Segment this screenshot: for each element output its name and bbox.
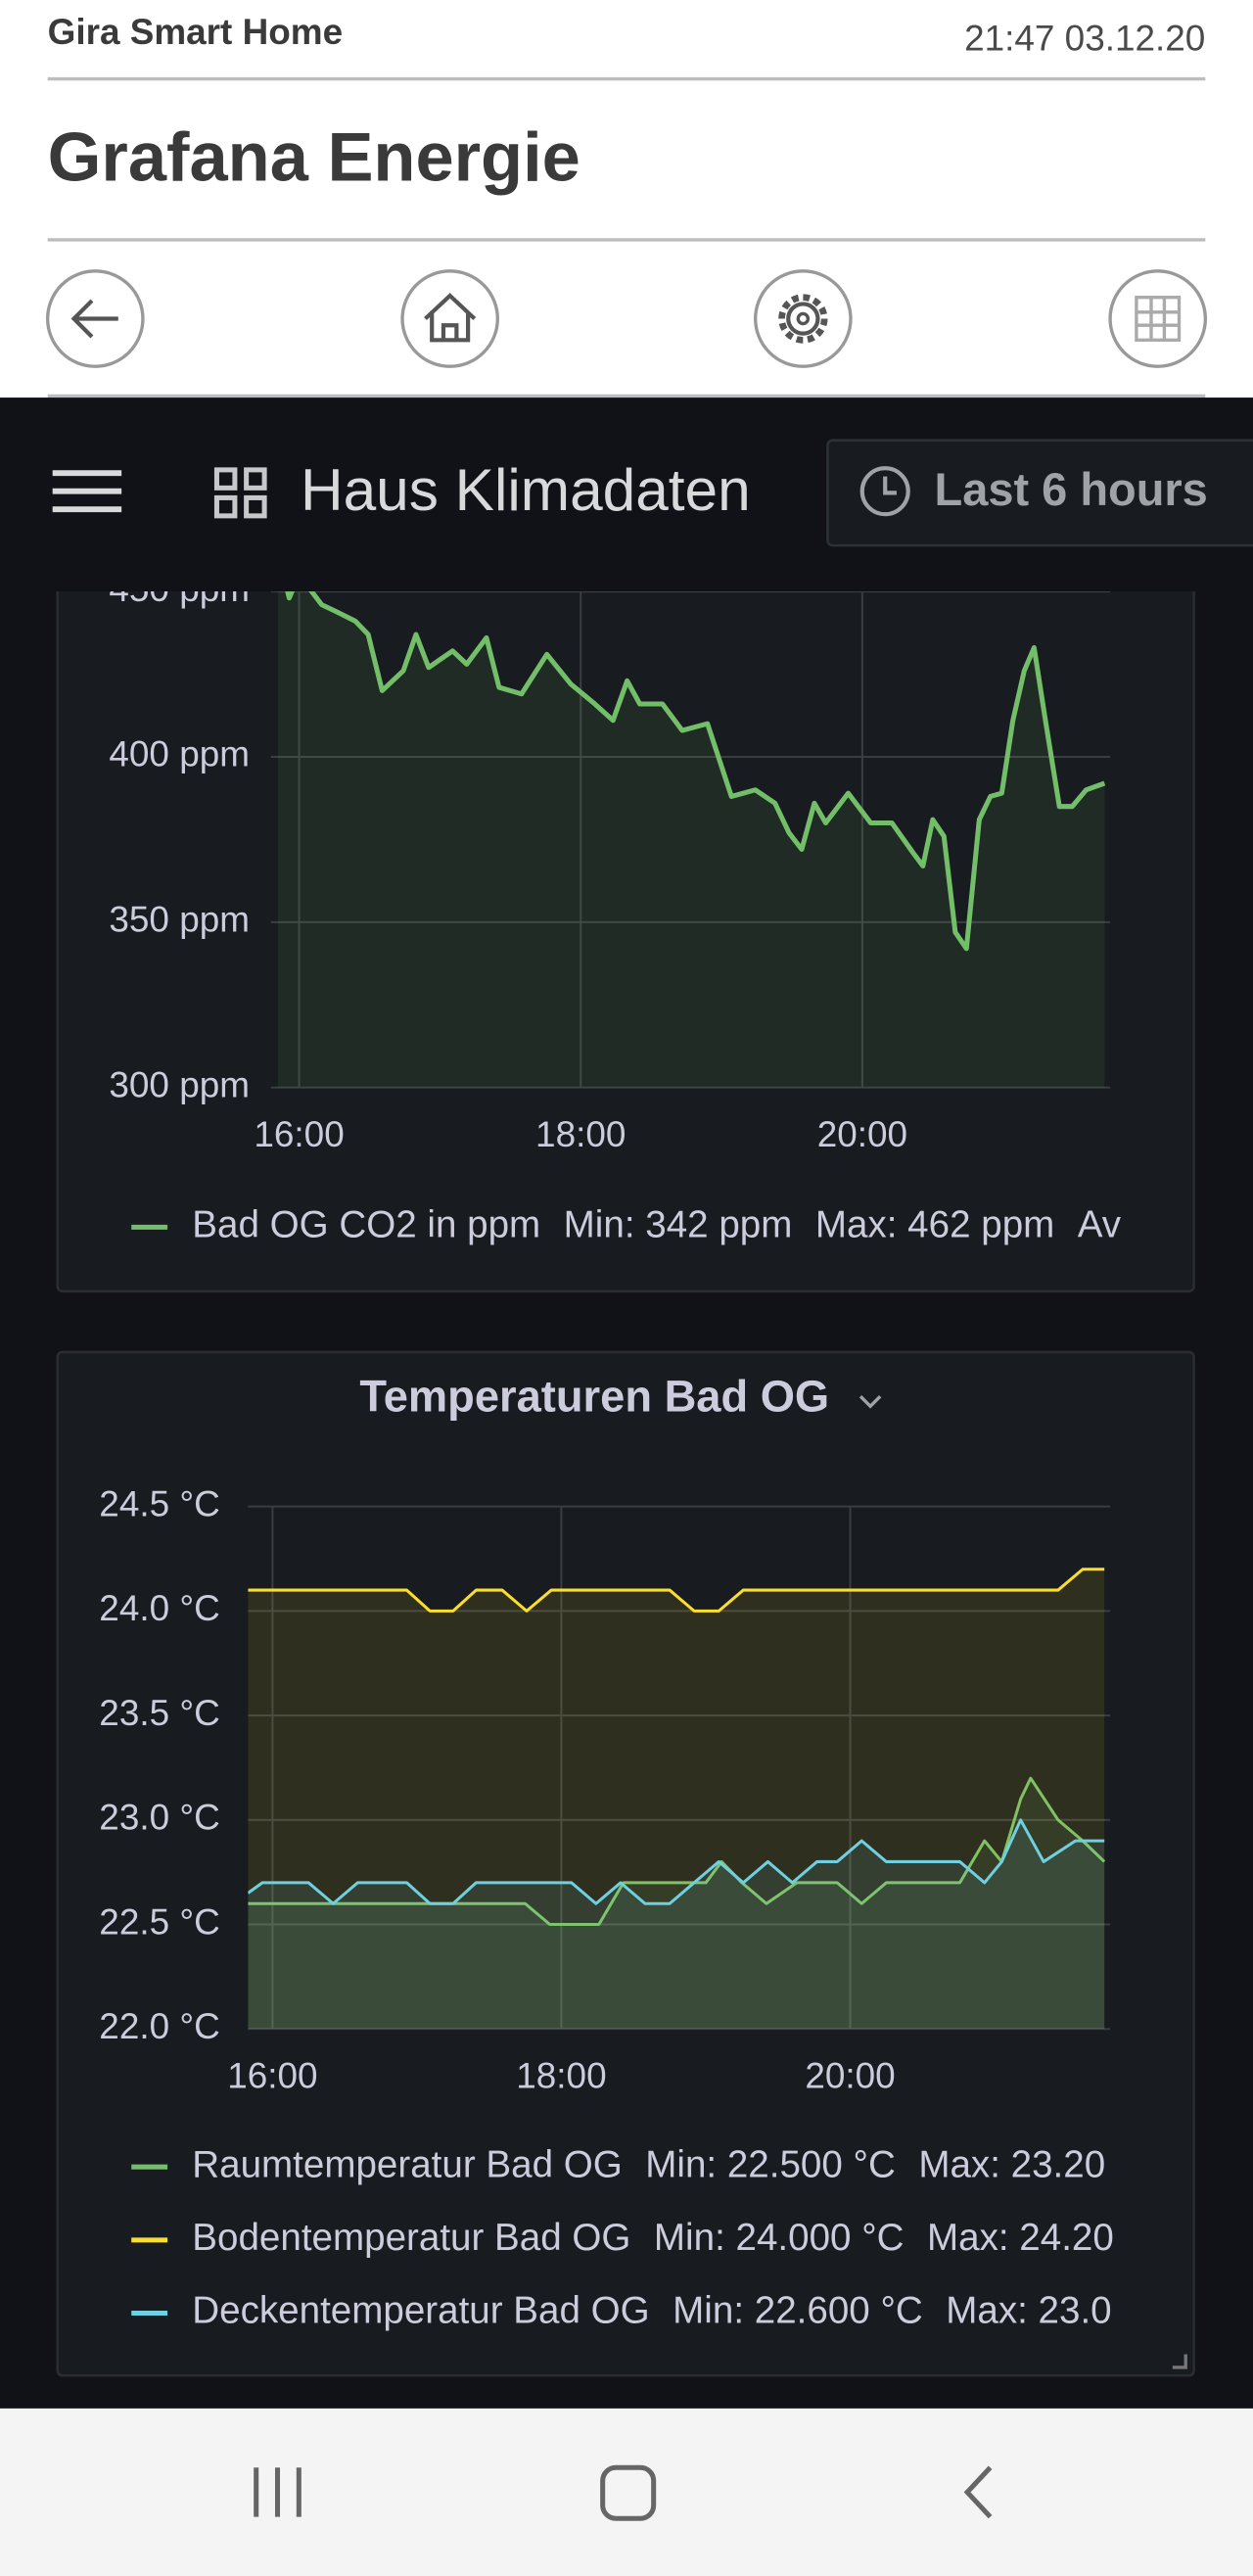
series-line <box>248 1776 1106 1927</box>
plot-area <box>248 1568 1106 2030</box>
legend-stat: Min: 22.600 °C <box>673 2290 923 2332</box>
dashboard-icon <box>213 467 267 519</box>
legend-name: Bodentemperatur Bad OG <box>192 2217 630 2259</box>
datetime: 21:47 03.12.20 <box>964 19 1205 59</box>
legend-name: Deckentemperatur Bad OG <box>192 2290 649 2332</box>
x-tick-label: 16:00 <box>227 2055 317 2095</box>
y-tick-label: 350 ppm <box>109 900 250 940</box>
x-tick-label: 20:00 <box>817 1114 907 1154</box>
y-tick-label: 23.0 °C <box>99 1798 219 1838</box>
legend: Bad OG CO2 in ppm Min: 342 ppm Max: 462 pp… <box>131 1204 1122 1246</box>
legend-stat: Min: 22.500 °C <box>645 2143 896 2185</box>
plot-area <box>278 591 1106 1088</box>
y-tick-label: 24.0 °C <box>99 1588 219 1628</box>
area-fill <box>248 1569 1105 2030</box>
time-range[interactable]: Last 6 hours <box>935 463 1208 515</box>
page-title: Grafana Energie <box>48 118 580 196</box>
home-button[interactable] <box>400 269 499 368</box>
y-tick-label: 400 ppm <box>109 734 250 774</box>
home-nav-button[interactable] <box>600 2464 657 2521</box>
back-nav-button[interactable] <box>963 2465 993 2519</box>
settings-button[interactable] <box>754 269 853 368</box>
dashboard-scroll: 300 ppm 350 ppm 400 ppm 450 ppm 16:00 18:00 20… <box>56 569 1195 2377</box>
y-tick-label: 450 ppm <box>109 569 250 609</box>
x-tick-label: 16:00 <box>254 1114 344 1154</box>
series-line <box>248 1818 1105 1905</box>
menu-button[interactable] <box>52 470 122 513</box>
nav-bar <box>0 2408 1253 2576</box>
legend-stat: Max: 23.20 <box>918 2143 1105 2185</box>
area-fill <box>248 1819 1105 2030</box>
grid-button[interactable] <box>1108 269 1208 368</box>
header-bg <box>0 0 1253 398</box>
y-tick-label: 300 ppm <box>109 1065 250 1105</box>
legend-stat: Max: 24.20 <box>927 2217 1114 2259</box>
panel-title: Temperaturen Bad OG <box>359 1372 829 1422</box>
toolbar: Haus Klimadaten Last 6 hours <box>52 439 1253 547</box>
y-tick-label: 23.5 °C <box>99 1693 219 1733</box>
legend-stat: Max: 23.0 <box>946 2290 1111 2332</box>
x-tick-label: 20:00 <box>805 2055 895 2095</box>
x-tick-label: 18:00 <box>516 2055 606 2095</box>
legend-name: Raumtemperatur Bad OG <box>192 2143 623 2185</box>
y-tick-label: 24.5 °C <box>99 1483 219 1523</box>
x-tick-label: 18:00 <box>535 1114 626 1154</box>
series-line <box>248 1568 1105 1613</box>
panel <box>56 591 1195 1293</box>
series-line <box>285 591 1106 952</box>
back-button[interactable] <box>45 269 145 368</box>
recent-apps-button[interactable] <box>254 2467 302 2517</box>
area-fill <box>248 1778 1105 2030</box>
area-fill <box>278 591 1105 1088</box>
legend-stat: Min: 24.000 °C <box>654 2217 905 2259</box>
legend: Raumtemperatur Bad OG Min: 22.500 °C Max: … <box>131 2143 1114 2332</box>
legend-stat: Max: 462 ppm <box>815 1204 1054 1246</box>
brand: Gira Smart Home <box>48 12 343 52</box>
chart: 300 ppm 350 ppm 400 ppm 450 ppm 16:00 18:00 20… <box>109 569 1122 1246</box>
y-tick-label: 22.0 °C <box>99 2006 219 2046</box>
y-tick-label: 22.5 °C <box>99 1901 219 1942</box>
panel-menu-chevron[interactable] <box>859 1395 882 1409</box>
panel <box>56 1350 1195 2377</box>
time-picker[interactable]: Last 6 hours <box>826 439 1253 547</box>
legend-stat: Av <box>1078 1204 1122 1246</box>
legend-name: Bad OG CO2 in ppm <box>192 1204 540 1246</box>
chart: Temperaturen Bad OG 22.0 °C 22.5 °C 23.0 °C… <box>99 1372 1114 2332</box>
legend-stat: Min: 342 ppm <box>564 1204 793 1246</box>
dashboard-title[interactable]: Haus Klimadaten <box>301 456 751 523</box>
resize-handle[interactable] <box>1172 2354 1187 2369</box>
